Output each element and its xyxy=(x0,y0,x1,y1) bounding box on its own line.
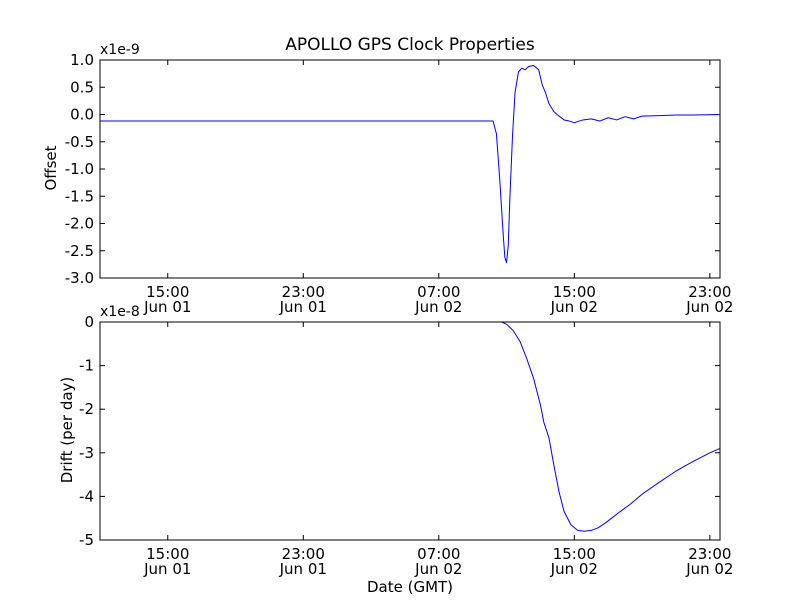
offset-y-axis-label: Offset xyxy=(42,145,60,190)
drift-y-tick-label: 0 xyxy=(84,313,94,331)
drift-x-tick-date-label: Jun 02 xyxy=(414,560,462,578)
offset-x-tick-time-label: 15:00 xyxy=(553,283,596,301)
drift-y-tick-label: -3 xyxy=(79,444,94,462)
offset-panel: x1e-9 Offset 1.0 0.5 0.0 -0.5 -1.0 -1.5 -2.0 -2… xyxy=(42,42,733,316)
offset-y-tick-label: -0.5 xyxy=(65,133,94,151)
drift-series-line xyxy=(100,321,721,532)
offset-x-tick-date-label: Jun 01 xyxy=(279,298,327,316)
drift-y-tick-label: -1 xyxy=(79,357,94,375)
drift-x-tick-time-label: 23:00 xyxy=(282,545,325,563)
offset-x-tick-date-label: Jun 02 xyxy=(685,298,733,316)
drift-x-tick-date-label: Jun 01 xyxy=(279,560,327,578)
drift-y-tick-label: -5 xyxy=(79,531,94,549)
offset-x-tick-date-label: Jun 01 xyxy=(143,298,191,316)
drift-x-tick-time-label: 23:00 xyxy=(688,545,731,563)
drift-x-tick-date-label: Jun 01 xyxy=(143,560,191,578)
offset-x-tick-date-label: Jun 02 xyxy=(550,298,598,316)
drift-y-tick-label: -4 xyxy=(79,487,94,505)
offset-y-tick-label: 1.0 xyxy=(70,51,94,69)
drift-x-axis-label: Date (GMT) xyxy=(367,578,453,596)
offset-y-tick-label: -1.5 xyxy=(65,187,94,205)
offset-x-tick-time-label: 15:00 xyxy=(146,283,189,301)
offset-y-tick-label: -2.5 xyxy=(65,242,94,260)
drift-x-tick-date-label: Jun 02 xyxy=(685,560,733,578)
offset-plot-frame xyxy=(99,59,721,279)
offset-axes-group: 1.00.50.0-0.5-1.0-1.5-2.0-2.5-3.015:00Ju… xyxy=(65,51,734,316)
drift-y-axis-label: Drift (per day) xyxy=(58,377,76,484)
offset-series-line xyxy=(100,64,721,264)
drift-x-tick-time-label: 15:00 xyxy=(146,545,189,563)
drift-multiplier-label: x1e-8 xyxy=(100,304,140,320)
offset-y-tick-label: -3.0 xyxy=(65,269,94,287)
drift-panel: x1e-8 Drift (per day) 0-1-2-3-4-515:00Ju… xyxy=(58,304,733,596)
offset-x-tick-time-label: 07:00 xyxy=(417,283,460,301)
drift-y-tick-label: -2 xyxy=(79,400,94,418)
offset-series-group xyxy=(100,64,721,264)
offset-x-tick-time-label: 23:00 xyxy=(282,283,325,301)
drift-series-group xyxy=(100,321,721,532)
offset-y-tick-label: 0.5 xyxy=(70,78,94,96)
drift-x-tick-date-label: Jun 02 xyxy=(550,560,598,578)
drift-x-tick-time-label: 15:00 xyxy=(553,545,596,563)
drift-x-tick-time-label: 07:00 xyxy=(417,545,460,563)
offset-y-tick-label: -2.0 xyxy=(65,215,94,233)
drift-plot-frame xyxy=(99,321,721,541)
offset-x-tick-time-label: 23:00 xyxy=(688,283,731,301)
offset-y-tick-label: 0.0 xyxy=(70,106,94,124)
chart-title: APOLLO GPS Clock Properties xyxy=(285,35,535,55)
offset-multiplier-label: x1e-9 xyxy=(100,42,140,58)
offset-x-tick-date-label: Jun 02 xyxy=(414,298,462,316)
offset-y-tick-label: -1.0 xyxy=(65,160,94,178)
